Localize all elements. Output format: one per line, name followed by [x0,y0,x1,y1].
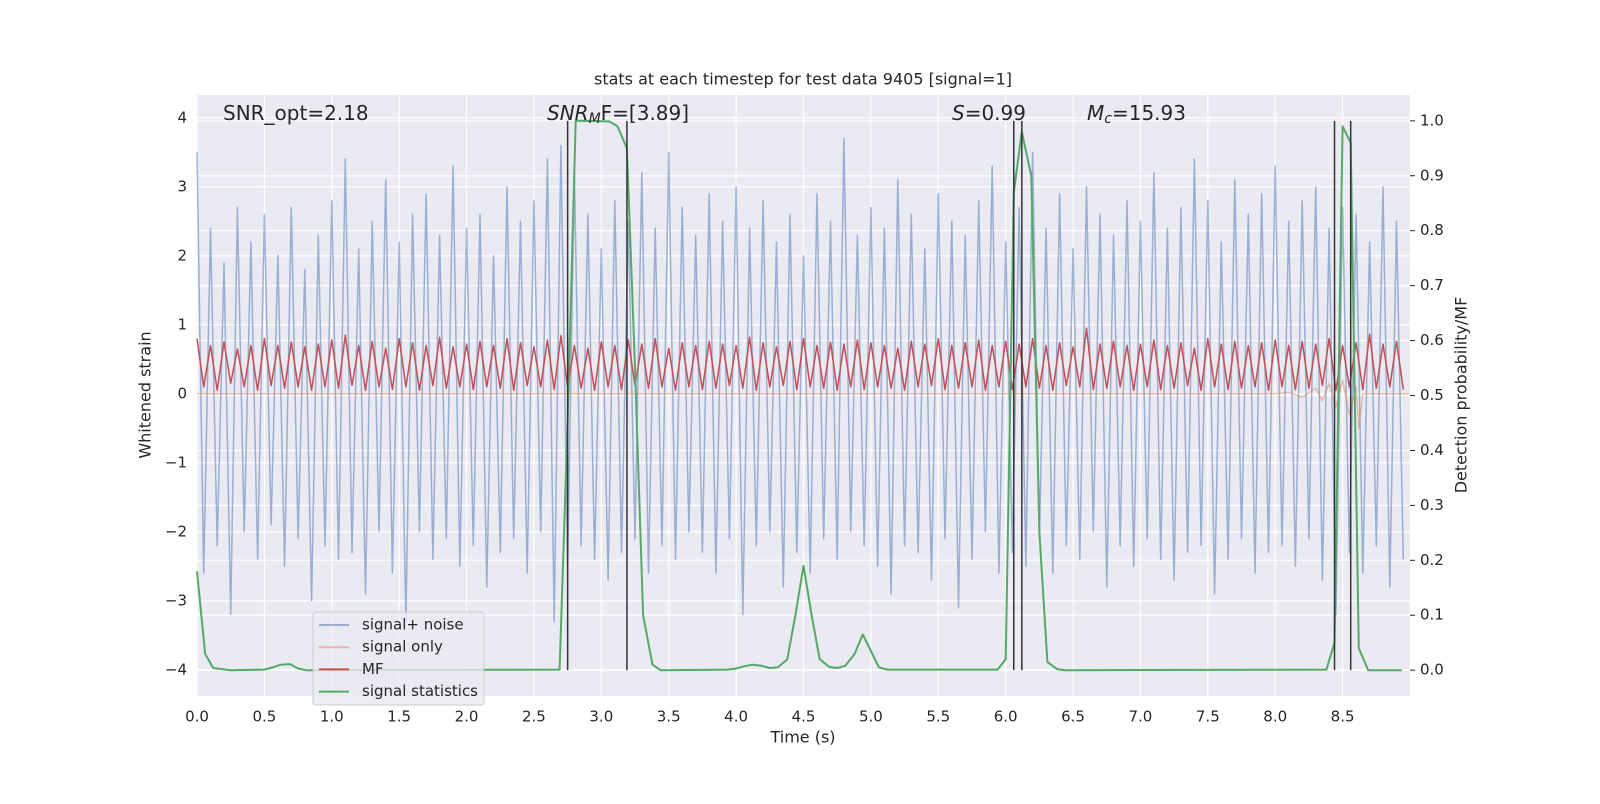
annotation-tail: =0.99 [965,101,1026,125]
annotation-main: S [952,101,965,125]
y2-tick-label: 0.7 [1420,276,1444,294]
annotation-main: SNR_opt=2.18 [223,101,369,125]
x-tick-label: 0.0 [185,708,209,726]
annotation: SNR_opt=2.18 [223,101,369,125]
x-tick-label: 8.5 [1331,708,1355,726]
series-line [196,137,1405,623]
y-tick-label: −4 [165,660,187,678]
x-tick-label: 0.5 [252,708,276,726]
annotation-tail: F=[3.89] [601,101,689,125]
x-tick-label: 1.5 [387,708,411,726]
y-tick-label: 3 [177,177,187,195]
legend: signal+ noise signal only MF signal statist… [312,611,485,706]
x-tick-label: 6.5 [1061,708,1085,726]
y-axis-label: Whitened strain [136,331,155,458]
series-line [197,379,1410,430]
annotation-sub: c [1104,111,1112,127]
x-tick-label: 7.5 [1196,708,1220,726]
x-tick-label: 3.0 [589,708,613,726]
y2-axis-label: Detection probability/MF [1452,297,1471,494]
x-tick-label: 7.0 [1129,708,1153,726]
x-tick-label: 1.0 [320,708,344,726]
labels: 0.0 0.5 1.0 1.5 2.0 2.5 3.0 3.5 4.0 4.5 5.0 5.5 6.0 6… [165,101,1444,726]
annotation-tail: =15.93 [1112,101,1186,125]
y-tick-label: −3 [165,591,187,609]
x-tick-label: 5.5 [926,708,950,726]
x-tick-label: 3.5 [657,708,681,726]
x-tick-label: 8.0 [1263,708,1287,726]
legend-label: signal+ noise [362,616,464,634]
x-tick-label: 6.0 [994,708,1018,726]
y2-tick-label: 0.6 [1420,331,1444,349]
legend-box [312,611,485,706]
y-tick-label: 1 [177,315,187,333]
y2-tick-label: 0.9 [1420,166,1444,184]
x-tick-label: 2.5 [522,708,546,726]
x-tick-label: 2.0 [455,708,479,726]
y-tick-label: 2 [177,246,187,264]
y2-tick-label: 0.8 [1420,221,1444,239]
y-tick-label: −2 [165,522,187,540]
legend-label: signal statistics [362,682,478,700]
y2-tick-label: 1.0 [1420,111,1444,129]
legend-label: signal only [362,638,443,656]
y-tick-label: −1 [165,453,187,471]
chart-title: stats at each timestep for test data 940… [594,70,1012,89]
annotation-sub: M [589,111,601,127]
annotation-main: SNR [547,101,589,125]
x-tick-label: 5.0 [859,708,883,726]
annotation: S=0.99 [952,101,1026,125]
x-axis-label: Time (s) [769,728,835,747]
legend-label: MF [362,660,384,678]
marks [196,119,1410,672]
y2-tick-label: 0.1 [1420,606,1444,624]
annotation-main: M [1087,101,1104,125]
x-tick-label: 4.5 [792,708,816,726]
y-tick-label: 4 [177,108,187,126]
y2-tick-label: 0.3 [1420,496,1444,514]
y2-tick-label: 0.5 [1420,386,1444,404]
y2-tick-label: 0.4 [1420,441,1444,459]
x-tick-label: 4.0 [724,708,748,726]
y2-tick-label: 0.0 [1420,661,1444,679]
series-line [196,327,1405,392]
annotation: Mc=15.93 [1087,101,1186,128]
y-tick-label: 0 [177,384,187,402]
annotation: SNRMF=[3.89] [547,101,689,128]
y2-tick-label: 0.2 [1420,551,1444,569]
